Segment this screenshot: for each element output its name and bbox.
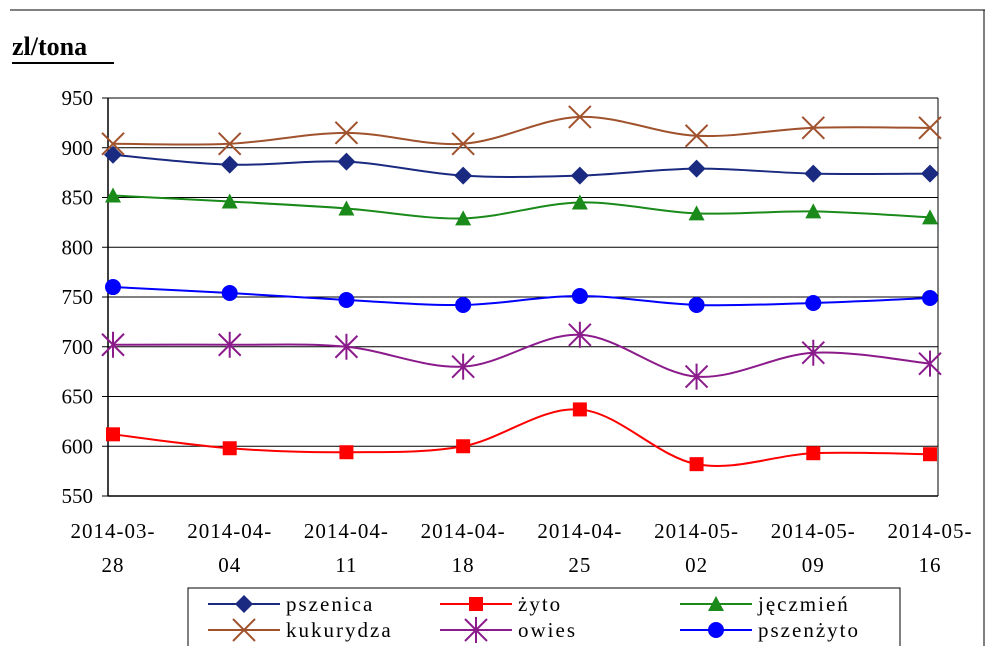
marker: [451, 353, 475, 380]
marker: [469, 597, 483, 611]
legend-box: [187, 587, 901, 646]
marker: [689, 457, 704, 472]
series-line: [112, 333, 931, 378]
marker: [918, 350, 942, 377]
marker: [106, 427, 120, 442]
x-tick-label: 2014-03-28: [71, 519, 156, 577]
legend-label: żyto: [518, 592, 562, 616]
y-tick-label: 600: [62, 434, 94, 458]
marker: [101, 331, 125, 358]
marker: [801, 116, 825, 140]
marker: [570, 166, 589, 185]
marker: [455, 210, 472, 226]
marker: [568, 321, 592, 348]
marker: [339, 445, 354, 460]
series-line: [112, 115, 931, 146]
marker: [688, 296, 705, 313]
marker: [805, 294, 822, 311]
marker: [571, 288, 588, 305]
marker: [220, 155, 239, 174]
y-tick-label: 950: [62, 86, 94, 110]
x-tick-label: 2014-05-16: [888, 519, 973, 577]
marker: [451, 132, 475, 156]
legend-label: pszenżyto: [758, 618, 860, 642]
marker: [572, 402, 587, 417]
marker: [805, 203, 822, 219]
x-tick-label: 2014-04-18: [421, 519, 506, 577]
x-tick-label: 2014-05-02: [654, 519, 739, 577]
series-line: [112, 194, 931, 220]
y-tick-label: 900: [62, 136, 94, 160]
y-tick-label: 800: [62, 235, 94, 259]
marker: [801, 339, 825, 366]
marker: [454, 166, 473, 185]
marker: [101, 132, 125, 156]
marker: [918, 116, 942, 140]
marker: [571, 194, 588, 210]
marker: [218, 331, 242, 358]
marker: [922, 209, 938, 225]
marker: [806, 446, 821, 461]
x-tick-label: 2014-04-11: [304, 519, 389, 577]
marker: [235, 595, 253, 613]
legend-label: pszenica: [286, 592, 374, 616]
marker: [338, 291, 355, 308]
marker: [464, 617, 488, 643]
y-tick-label: 850: [62, 186, 94, 210]
marker: [688, 205, 705, 221]
legend-label: owies: [518, 618, 577, 642]
x-tick-label: 2014-04-04: [187, 519, 272, 577]
y-tick-label: 700: [62, 335, 94, 359]
marker: [687, 159, 706, 178]
marker: [684, 363, 709, 390]
marker: [921, 164, 939, 183]
chart-title: zl/tona: [12, 32, 87, 61]
marker: [338, 200, 355, 216]
marker: [334, 333, 359, 360]
series-line: [112, 153, 931, 178]
series-line: [112, 408, 931, 468]
y-tick-label: 550: [62, 484, 94, 508]
legend-label: jęczmień: [757, 592, 850, 616]
marker: [221, 193, 238, 209]
marker: [568, 105, 592, 129]
marker: [455, 296, 472, 313]
legend-label: kukurydza: [286, 618, 393, 642]
marker: [804, 164, 823, 183]
marker: [232, 618, 256, 642]
marker: [104, 145, 122, 164]
series-line: [112, 286, 931, 307]
y-tick-label: 650: [62, 385, 94, 409]
marker: [708, 622, 724, 638]
marker: [218, 132, 242, 156]
marker: [922, 289, 938, 306]
marker: [222, 441, 237, 456]
marker: [105, 187, 121, 203]
marker: [105, 279, 121, 296]
marker: [456, 439, 471, 454]
marker: [221, 285, 238, 302]
x-tick-label: 2014-04-25: [537, 519, 622, 577]
marker: [708, 596, 724, 611]
marker: [334, 121, 359, 145]
marker: [923, 447, 937, 462]
x-tick-label: 2014-05-09: [771, 519, 856, 577]
marker: [337, 152, 356, 171]
marker: [684, 124, 709, 148]
y-tick-label: 750: [62, 285, 94, 309]
